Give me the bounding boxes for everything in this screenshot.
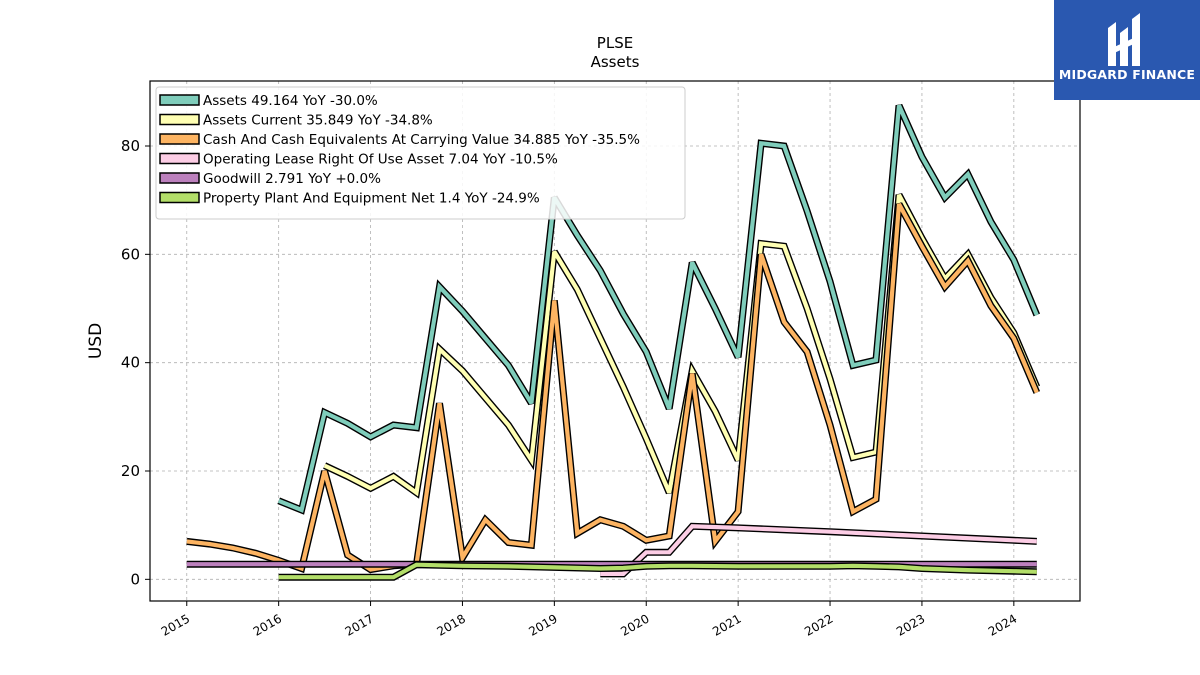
brand-name: MIDGARD FINANCE bbox=[1058, 67, 1196, 82]
legend-swatch bbox=[159, 94, 200, 106]
legend-swatch bbox=[159, 133, 200, 145]
x-tick-label: 2021 bbox=[710, 611, 743, 638]
y-tick-label: 80 bbox=[121, 137, 140, 155]
x-tick-label: 2017 bbox=[343, 611, 376, 638]
legend: Assets 49.164 YoY -30.0% Assets Current 3… bbox=[155, 86, 686, 220]
legend-label: Assets Current 35.849 YoY -34.8% bbox=[203, 113, 433, 129]
legend-label: Assets 49.164 YoY -30.0% bbox=[203, 93, 378, 109]
legend-swatch bbox=[159, 113, 200, 126]
legend-swatch bbox=[159, 152, 200, 165]
x-tick-label: 2020 bbox=[618, 611, 651, 638]
brand-mark-icon bbox=[1108, 13, 1140, 66]
brand-logo: MIDGARD FINANCE bbox=[1054, 0, 1200, 100]
series-line bbox=[278, 562, 1037, 580]
y-tick-label: 0 bbox=[130, 570, 140, 588]
x-tick-label: 2015 bbox=[159, 611, 192, 638]
legend-box bbox=[155, 86, 686, 220]
plot-frame bbox=[149, 80, 1081, 602]
x-tick-label: 2023 bbox=[894, 611, 927, 638]
legend-label: Operating Lease Right Of Use Asset 7.04 … bbox=[203, 152, 558, 168]
legend-swatch bbox=[159, 172, 200, 184]
series-lines bbox=[186, 103, 1041, 581]
legend-swatch bbox=[159, 191, 200, 204]
x-tick-label: 2024 bbox=[986, 611, 1019, 638]
chart-title: PLSE bbox=[597, 34, 633, 52]
legend-label: Property Plant And Equipment Net 1.4 YoY… bbox=[203, 191, 540, 207]
series-line bbox=[186, 202, 1039, 572]
legend-label: Cash And Cash Equivalents At Carrying Va… bbox=[203, 132, 640, 148]
y-tick-label: 20 bbox=[121, 462, 140, 480]
y-tick-label: 40 bbox=[121, 354, 140, 372]
x-tick-label: 2018 bbox=[434, 611, 467, 638]
x-tick-label: 2016 bbox=[251, 611, 284, 638]
x-tick-label: 2019 bbox=[526, 611, 559, 638]
series-line bbox=[277, 104, 1039, 513]
y-tick-label: 60 bbox=[121, 245, 140, 263]
legend-label: Goodwill 2.791 YoY +0.0% bbox=[203, 171, 381, 187]
x-tick-label: 2022 bbox=[802, 611, 835, 638]
y-axis-label: USD bbox=[86, 323, 106, 359]
chart-subtitle: Assets bbox=[591, 53, 640, 71]
